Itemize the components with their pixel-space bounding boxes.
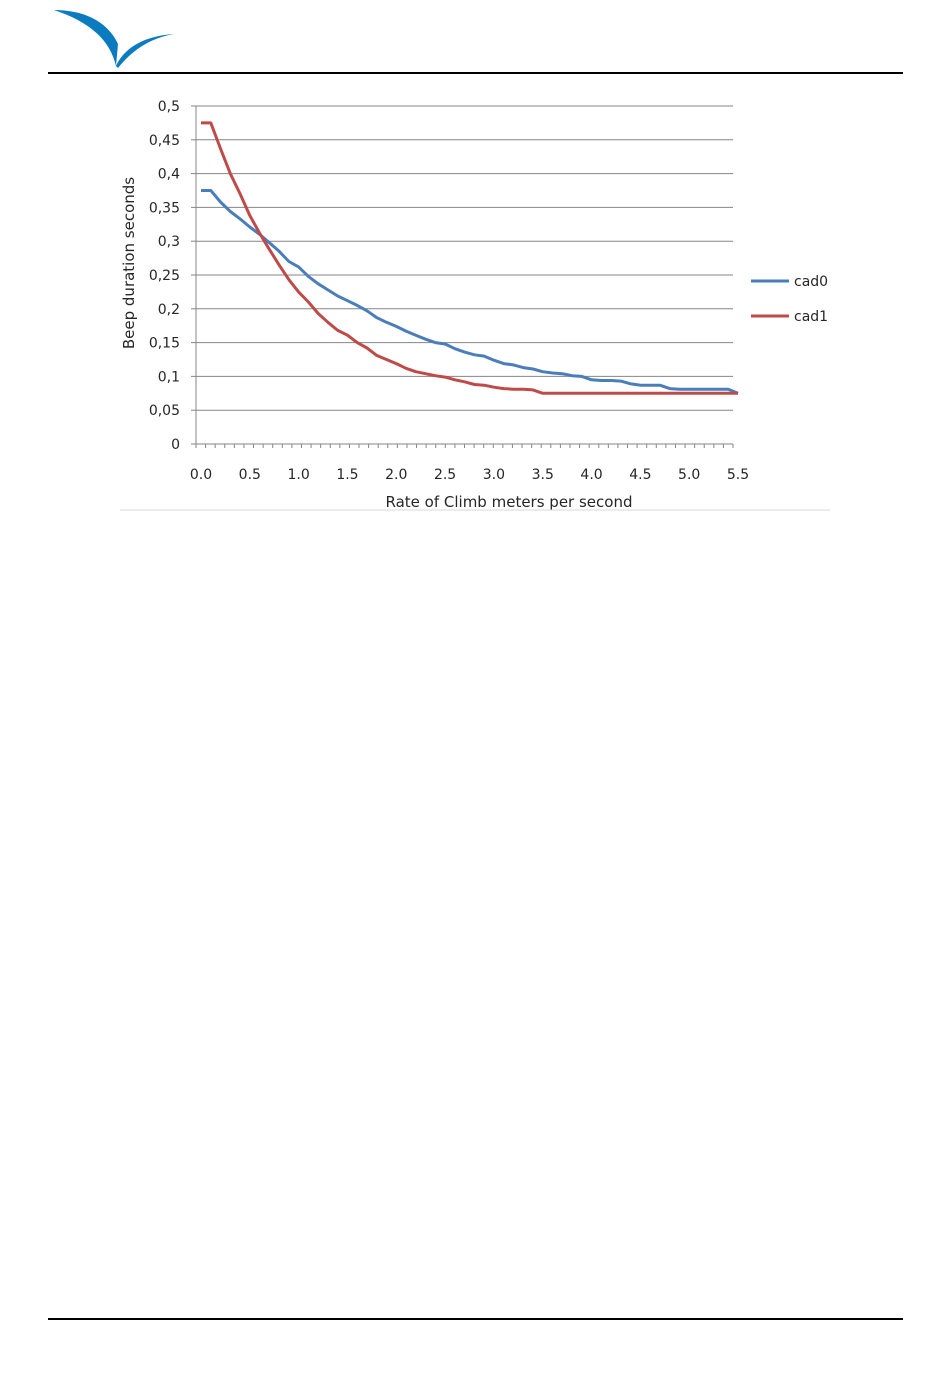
- y-tick-label: 0,25: [149, 268, 180, 284]
- header-rule: [48, 72, 903, 74]
- company-logo: [54, 10, 174, 68]
- gridlines: [196, 105, 733, 411]
- x-tick-label: 4.0: [580, 467, 602, 483]
- y-tick-label: 0,35: [149, 200, 180, 216]
- series-lines: [201, 121, 739, 395]
- axes: [191, 105, 734, 448]
- x-tick-label: 0.0: [190, 467, 212, 483]
- x-tick-label: 2.0: [385, 467, 407, 483]
- logo-right-wing: [116, 34, 174, 68]
- x-tick-labels: 0.0 0.5 1.0 1.5 2.0 2.5 3.0 3.5 4.0 4.5 5.0 5.5: [190, 467, 749, 483]
- y-tick-label: 0,15: [149, 336, 180, 352]
- x-tick-label: 2.5: [434, 467, 456, 483]
- series-line-cad1: [201, 121, 738, 395]
- x-tick-label: 0.5: [239, 467, 261, 483]
- x-tick-label: 4.5: [629, 467, 651, 483]
- footer-rule: [48, 1318, 903, 1320]
- y-tick-label: 0,05: [149, 403, 180, 419]
- x-tick-label: 5.5: [727, 467, 749, 483]
- y-tick-labels: 0 0,05 0,1 0,15 0,2 0,25 0,3 0,35 0,4 0,45 0,5: [149, 99, 180, 453]
- line-chart: 0 0,05 0,1 0,15 0,2 0,25 0,3 0,35 0,4 0,45 0,5 0.0…: [120, 99, 830, 511]
- legend-label-cad0: cad0: [794, 274, 828, 290]
- y-tick-label: 0,45: [149, 133, 180, 149]
- y-axis-label: Beep duration seconds: [120, 177, 138, 349]
- y-tick-label: 0,5: [158, 99, 180, 115]
- logo-left-wing: [54, 10, 118, 66]
- x-tick-label: 5.0: [678, 467, 700, 483]
- x-tick-label: 1.5: [336, 467, 358, 483]
- y-tick-label: 0: [171, 437, 180, 453]
- y-tick-label: 0,3: [158, 234, 180, 250]
- x-axis-label: Rate of Climb meters per second: [386, 493, 633, 511]
- y-tick-label: 0,1: [158, 369, 180, 385]
- x-tick-label: 1.0: [288, 467, 310, 483]
- legend: cad0 cad1: [751, 274, 828, 325]
- y-tick-label: 0,4: [158, 167, 180, 183]
- series-line-cad0: [201, 189, 739, 395]
- x-tick-label: 3.0: [483, 467, 505, 483]
- legend-label-cad1: cad1: [794, 309, 828, 325]
- y-tick-label: 0,2: [158, 302, 180, 318]
- x-tick-label: 3.5: [532, 467, 554, 483]
